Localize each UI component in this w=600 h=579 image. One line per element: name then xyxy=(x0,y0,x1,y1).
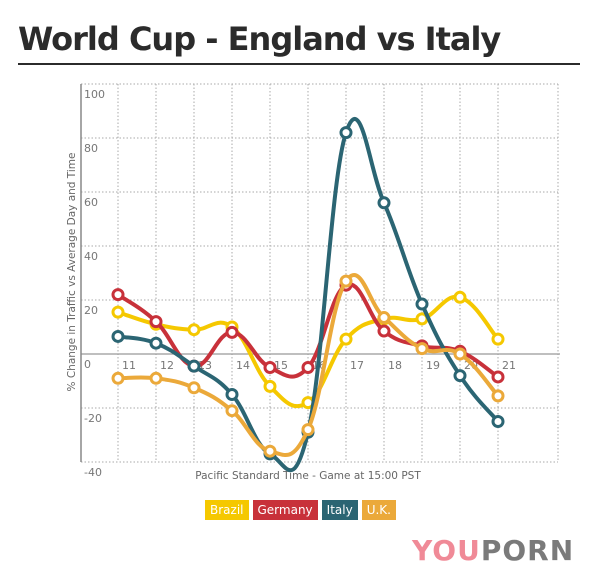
series-uk xyxy=(111,272,505,458)
data-point xyxy=(415,297,429,311)
data-point xyxy=(225,388,239,401)
data-point xyxy=(301,361,315,374)
data-point xyxy=(339,274,353,288)
data-point xyxy=(377,196,391,210)
svg-text:18: 18 xyxy=(388,359,402,372)
legend-item-italy[interactable]: Italy xyxy=(321,500,358,520)
data-point xyxy=(377,311,391,325)
legend-item-germany[interactable]: Germany xyxy=(252,500,318,520)
data-point xyxy=(491,370,505,384)
svg-text:100: 100 xyxy=(84,88,105,101)
svg-text:-20: -20 xyxy=(84,412,102,425)
chart-grid xyxy=(80,83,560,463)
logo-part-porn: PORN xyxy=(480,534,575,567)
data-point xyxy=(111,329,125,343)
legend-item-brazil[interactable]: Brazil xyxy=(205,500,249,520)
y-axis-label: % Change in Traffic vs Average Day and T… xyxy=(66,153,78,392)
svg-text:60: 60 xyxy=(84,196,98,209)
data-point xyxy=(111,371,125,385)
svg-text:-40: -40 xyxy=(84,466,102,479)
svg-text:15: 15 xyxy=(274,359,288,372)
data-point xyxy=(491,415,505,428)
data-point xyxy=(187,359,201,373)
svg-text:17: 17 xyxy=(350,359,364,372)
svg-text:14: 14 xyxy=(236,359,250,372)
data-point xyxy=(415,342,429,356)
title-divider xyxy=(18,63,580,65)
page-title: World Cup - England vs Italy xyxy=(18,20,501,58)
svg-text:20: 20 xyxy=(84,304,98,317)
data-point xyxy=(377,324,391,338)
logo-part-you: YOU xyxy=(412,534,481,567)
data-point xyxy=(263,379,277,393)
data-point xyxy=(491,389,505,403)
data-point xyxy=(149,336,163,350)
chart-series xyxy=(111,117,505,473)
data-point xyxy=(149,315,163,329)
data-point xyxy=(187,323,201,337)
data-point xyxy=(263,361,277,374)
svg-text:11: 11 xyxy=(122,359,136,372)
data-point xyxy=(339,126,353,140)
svg-text:40: 40 xyxy=(84,250,98,263)
data-point xyxy=(339,332,353,346)
data-point xyxy=(491,332,505,346)
data-point xyxy=(111,305,125,319)
svg-text:0: 0 xyxy=(84,358,91,371)
youporn-logo: YOUPORN xyxy=(412,534,574,567)
data-point xyxy=(225,404,239,418)
legend-item-uk[interactable]: U.K. xyxy=(361,500,396,520)
svg-text:19: 19 xyxy=(426,359,440,372)
data-point xyxy=(225,325,239,339)
svg-text:80: 80 xyxy=(84,142,98,155)
chart-legend: Brazil Germany Italy U.K. xyxy=(205,500,396,520)
data-point xyxy=(453,347,467,361)
svg-text:12: 12 xyxy=(160,359,174,372)
data-point xyxy=(453,369,467,383)
data-point xyxy=(149,371,163,385)
x-axis-label: Pacific Standard Time - Game at 15:00 PS… xyxy=(195,470,421,482)
data-point xyxy=(263,444,277,458)
data-point xyxy=(301,423,315,437)
svg-text:21: 21 xyxy=(502,359,516,372)
data-point xyxy=(453,290,467,304)
data-point xyxy=(111,288,125,302)
data-point xyxy=(187,381,201,395)
